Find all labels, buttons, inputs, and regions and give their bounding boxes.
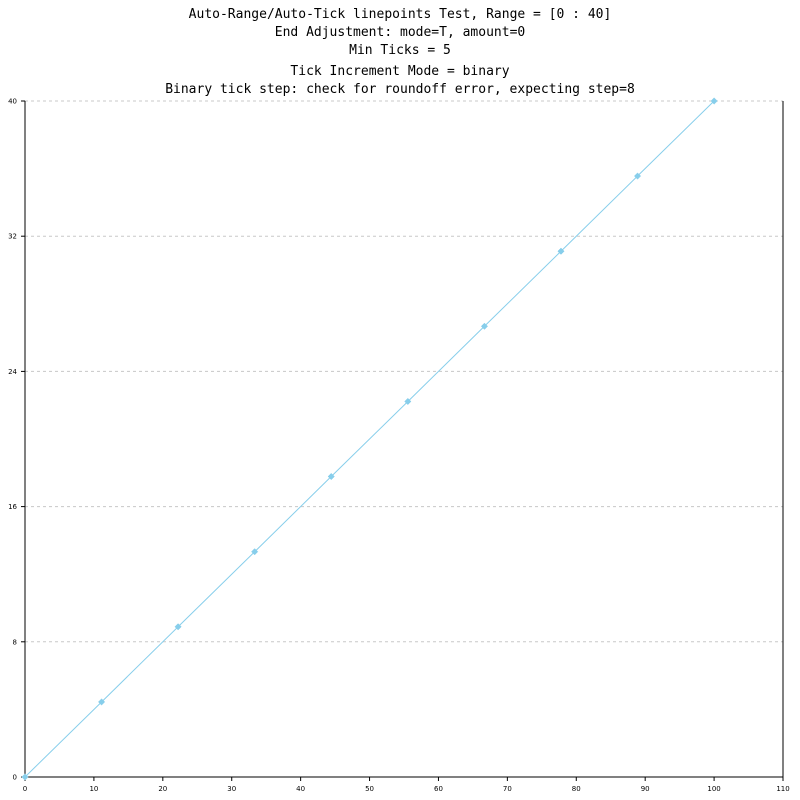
x-tick-label-1: 10 — [89, 785, 98, 793]
data-point-1 — [98, 698, 106, 706]
data-point-0 — [21, 773, 29, 781]
chart-subtitle-min-ticks: Min Ticks = 5 — [349, 43, 451, 58]
data-point-9 — [710, 97, 718, 105]
series-line-0 — [24, 100, 715, 778]
grid — [25, 100, 783, 643]
x-tick-label-10: 100 — [707, 785, 720, 793]
chart-title: Auto-Range/Auto-Tick linepoints Test, Ra… — [189, 7, 612, 22]
y-tick-label-3: 24 — [8, 368, 17, 376]
tick-labels: 0 8 16 24 32 40 0 10 20 30 40 50 60 70 80 90 100 110 — [8, 98, 790, 794]
chart-subtitle-end-adjustment: End Adjustment: mode=T, amount=0 — [275, 25, 525, 40]
x-tick-label-9: 90 — [641, 785, 650, 793]
x-tick-label-3: 30 — [227, 785, 236, 793]
chart-subtitle-binary-tick-step: Binary tick step: check for roundoff err… — [165, 82, 635, 97]
data-point-5 — [404, 397, 412, 406]
data-point-3 — [251, 548, 259, 556]
chart-subtitle-tick-increment-mode: Tick Increment Mode = binary — [290, 64, 509, 79]
data-point-7 — [557, 247, 565, 255]
data-point-6 — [480, 322, 488, 330]
x-tick-label-6: 60 — [434, 785, 443, 793]
x-tick-label-8: 80 — [572, 785, 581, 793]
x-tick-label-4: 40 — [296, 785, 305, 793]
data-point-8 — [633, 172, 642, 180]
chart-title-block: Auto-Range/Auto-Tick linepoints Test, Ra… — [165, 7, 635, 97]
y-tick-label-1: 8 — [13, 638, 17, 646]
y-tick-label-0: 0 — [13, 774, 17, 782]
x-tick-label-7: 70 — [503, 785, 512, 793]
y-tick-label-4: 32 — [8, 233, 17, 241]
x-tick-label-5: 50 — [365, 785, 374, 793]
y-tick-label-5: 40 — [8, 98, 17, 106]
x-tick-label-2: 20 — [158, 785, 167, 793]
x-tick-label-0: 0 — [23, 785, 27, 793]
data-point-2 — [174, 623, 182, 631]
y-tick-label-2: 16 — [8, 503, 17, 511]
x-tick-label-11: 110 — [776, 785, 789, 793]
series-layer — [21, 97, 718, 781]
data-point-4 — [327, 472, 335, 481]
